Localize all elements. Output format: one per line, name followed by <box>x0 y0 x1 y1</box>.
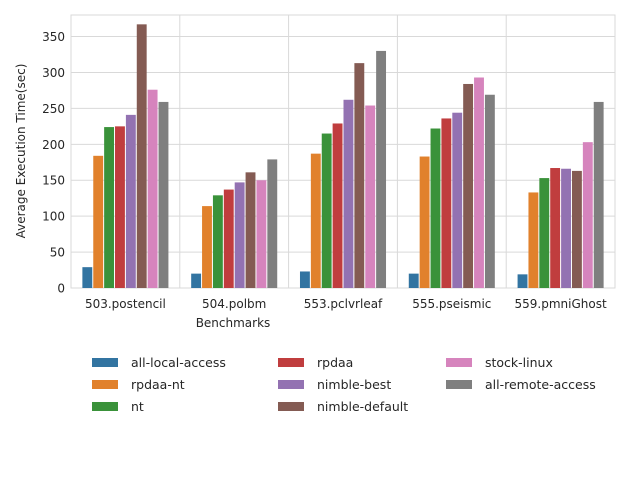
x-tick-label: 559.pmniGhost <box>515 297 607 311</box>
bar-all-local-access-559.pmniGhost <box>517 274 528 288</box>
x-tick-label: 553.pclvrleaf <box>304 297 383 311</box>
bar-stock-linux-504.polbm <box>256 180 267 288</box>
bar-rpdaa-503.postencil <box>115 126 125 289</box>
bar-nimble-default-503.postencil <box>136 24 147 288</box>
y-tick-label: 200 <box>42 138 65 152</box>
legend-label: nt <box>131 398 144 414</box>
legend: all-local-access rpdaa stock-linux rpdaa-nt… <box>92 353 612 415</box>
legend-swatch <box>92 401 118 411</box>
bar-rpdaa-nt-503.postencil <box>93 155 104 288</box>
bar-rpdaa-nt-504.polbm <box>202 206 212 288</box>
x-axis-title: Benchmarks <box>196 316 271 330</box>
legend-label: rpdaa <box>317 354 354 370</box>
legend-label: all-remote-access <box>485 376 596 392</box>
bar-nimble-default-504.polbm <box>245 172 256 288</box>
legend-item-nimble-default: nimble-default <box>278 397 446 415</box>
legend-label: nimble-best <box>317 376 392 392</box>
bar-rpdaa-559.pmniGhost <box>550 168 561 288</box>
legend-swatch <box>446 357 472 367</box>
bar-nimble-default-553.pclvrleaf <box>354 63 365 288</box>
legend-label: stock-linux <box>485 354 553 370</box>
legend-item-rpdaa: rpdaa <box>278 353 446 371</box>
bar-nimble-best-553.pclvrleaf <box>343 99 354 288</box>
bar-nt-559.pmniGhost <box>539 178 550 288</box>
bar-nt-555.pseismic <box>430 128 441 288</box>
legend-item-all-remote-access: all-remote-access <box>446 375 612 393</box>
legend-label: all-local-access <box>131 354 226 370</box>
bar-all-remote-access-555.pseismic <box>484 94 495 288</box>
legend-label: nimble-default <box>317 398 409 414</box>
x-tick-label: 555.pseismic <box>412 297 491 311</box>
y-tick-label: 150 <box>42 174 65 188</box>
bar-nimble-best-503.postencil <box>125 114 136 288</box>
y-axis-title: Average Execution Time(sec) <box>14 64 28 239</box>
y-tick-label: 100 <box>42 210 65 224</box>
bar-nimble-default-559.pmniGhost <box>571 170 582 288</box>
bar-stock-linux-559.pmniGhost <box>582 142 593 288</box>
bar-rpdaa-504.polbm <box>223 189 234 288</box>
bar-nimble-default-555.pseismic <box>463 83 474 289</box>
bar-all-local-access-504.polbm <box>191 273 202 288</box>
x-tick-label: 504.polbm <box>202 297 266 311</box>
plot-frame <box>70 14 616 289</box>
bar-all-remote-access-503.postencil <box>158 101 169 288</box>
y-tick-label: 350 <box>42 30 65 44</box>
y-tick-label: 250 <box>42 102 65 116</box>
y-tick-labels: 0 50 100 150 200 250 300 350 <box>42 30 65 295</box>
legend-swatch <box>92 379 118 389</box>
bar-nimble-best-559.pmniGhost <box>561 168 571 288</box>
bar-rpdaa-nt-555.pseismic <box>419 156 430 288</box>
bar-nimble-best-504.polbm <box>234 182 245 288</box>
x-tick-label: 503.postencil <box>85 297 166 311</box>
legend-item-all-local-access: all-local-access <box>92 353 278 371</box>
bar-stock-linux-553.pclvrleaf <box>365 105 376 288</box>
bar-stock-linux-555.pseismic <box>474 77 484 289</box>
bar-chart: 0 50 100 150 200 250 300 350 503.postencil 504.p… <box>14 14 616 330</box>
bar-rpdaa-nt-559.pmniGhost <box>528 192 539 288</box>
legend-swatch <box>278 379 304 389</box>
bar-nt-503.postencil <box>104 127 115 288</box>
bar-all-local-access-553.pclvrleaf <box>299 271 310 288</box>
legend-label: rpdaa-nt <box>131 376 185 392</box>
legend-item-nt: nt <box>92 397 278 415</box>
legend-swatch <box>278 401 304 411</box>
bar-all-remote-access-504.polbm <box>267 159 278 288</box>
legend-item-stock-linux: stock-linux <box>446 353 612 371</box>
x-tick-labels: 503.postencil 504.polbm 553.pclvrleaf 555.p… <box>85 297 607 311</box>
bars <box>82 24 604 289</box>
bar-rpdaa-555.pseismic <box>441 118 452 288</box>
bar-rpdaa-553.pclvrleaf <box>332 123 343 288</box>
y-tick-label: 300 <box>42 66 65 80</box>
bar-all-remote-access-553.pclvrleaf <box>376 50 387 288</box>
bar-all-remote-access-559.pmniGhost <box>593 101 604 288</box>
bar-rpdaa-nt-553.pclvrleaf <box>310 153 321 288</box>
legend-item-nimble-best: nimble-best <box>278 375 446 393</box>
bar-stock-linux-503.postencil <box>147 89 158 288</box>
bar-nt-504.polbm <box>212 195 223 288</box>
legend-swatch <box>278 357 304 367</box>
y-tick-label: 0 <box>57 282 65 296</box>
legend-swatch <box>92 357 118 367</box>
legend-swatch <box>446 379 472 389</box>
bar-nt-553.pclvrleaf <box>321 133 332 288</box>
y-tick-label: 50 <box>50 246 65 260</box>
bar-nimble-best-555.pseismic <box>452 112 463 288</box>
legend-item-rpdaa-nt: rpdaa-nt <box>92 375 278 393</box>
bar-all-local-access-503.postencil <box>82 267 93 288</box>
bar-all-local-access-555.pseismic <box>408 273 419 288</box>
